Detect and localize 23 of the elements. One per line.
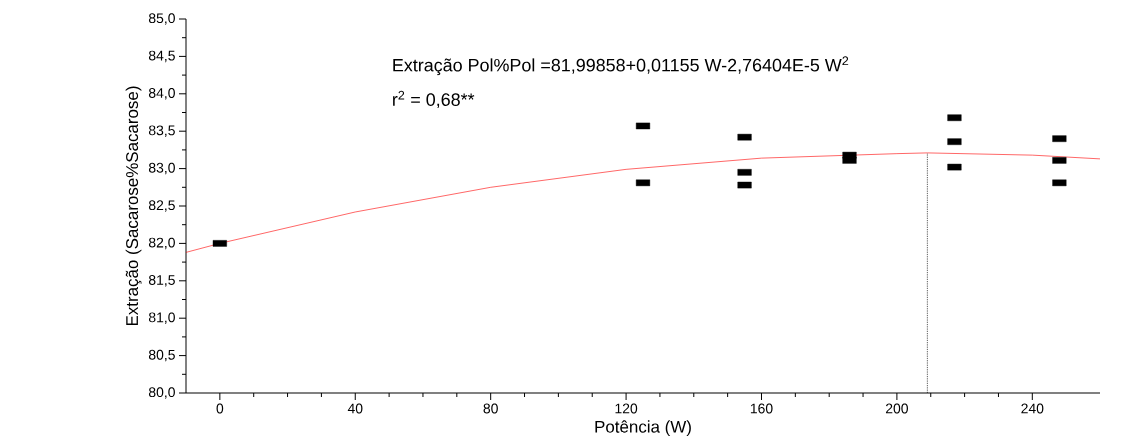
y-tick-label: 81,0 bbox=[148, 312, 175, 324]
line-series bbox=[185, 152, 1101, 253]
x-tick-label: 120 bbox=[615, 403, 638, 414]
annotation: Extração Pol%Pol =81,99858+0,01155 W-2,76404E-5 W$^{2}$ bbox=[393, 56, 849, 76]
y-tick-label: 83,5 bbox=[148, 125, 175, 137]
y-tick-label: 84,5 bbox=[148, 50, 175, 63]
y-tick-label: 83,0 bbox=[148, 162, 175, 175]
y-tick-label: 82,5 bbox=[148, 200, 175, 212]
y-tick-label: 80,5 bbox=[148, 349, 175, 362]
y-axis-title: Extração (Sacarose%Sacarose) bbox=[125, 86, 142, 326]
x-tick-label: 80 bbox=[483, 403, 498, 414]
x-tick-label: 0 bbox=[216, 403, 224, 414]
y-tick-label: 84,0 bbox=[148, 88, 175, 100]
x-axis-title: Potência (W) bbox=[595, 420, 691, 437]
y-tick-label: 82,0 bbox=[148, 237, 175, 250]
annotation: r$^{2}$ = 0,68** bbox=[393, 90, 475, 109]
x-tick-label: 200 bbox=[885, 403, 908, 414]
y-tick-label: 80,0 bbox=[148, 387, 175, 399]
y-tick-label: 85,0 bbox=[148, 13, 175, 25]
x-tick-label: 160 bbox=[750, 403, 773, 414]
x-tick-label: 240 bbox=[1021, 403, 1044, 414]
x-tick-label: 40 bbox=[347, 403, 363, 414]
y-tick-label: 81,5 bbox=[148, 275, 175, 287]
